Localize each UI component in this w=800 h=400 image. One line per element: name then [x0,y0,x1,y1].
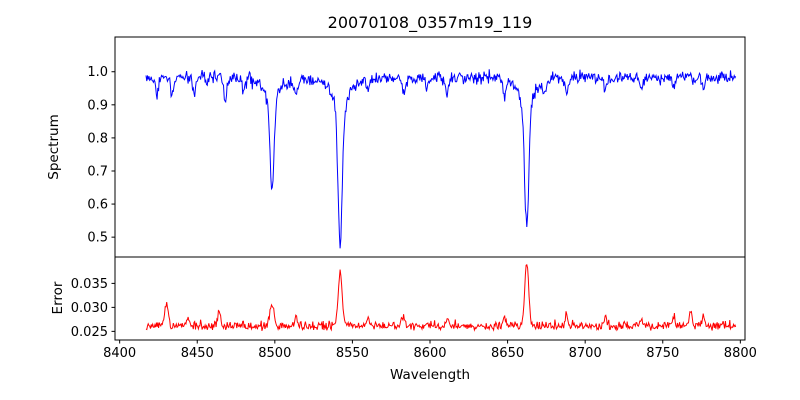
x-tick-label: 8500 [258,346,291,361]
x-tick-label: 8750 [646,346,679,361]
error-y-tick-label: 0.030 [71,301,108,316]
x-tick-label: 8450 [181,346,214,361]
spectrum-y-tick-label: 1.0 [87,65,108,80]
spectrum-y-tick-label: 0.7 [87,164,108,179]
x-tick-label: 8400 [103,346,136,361]
x-tick-label: 8600 [413,346,446,361]
error-series [145,263,737,332]
x-tick-label: 8650 [491,346,524,361]
x-axis-label: Wavelength [390,367,470,383]
error-y-label: Error [50,281,66,314]
spectrum-y-tick-label: 0.5 [87,231,108,246]
spectrum-y-ticks: 0.5 0.6 0.7 0.8 0.9 1.0 [87,65,115,246]
spectrum-y-tick-label: 0.6 [87,198,108,213]
error-y-ticks: 0.025 0.030 0.035 [71,277,115,340]
x-tick-label: 8700 [569,346,602,361]
spectrum-series [145,69,737,249]
error-y-tick-label: 0.025 [71,325,108,340]
x-tick-label: 8550 [336,346,369,361]
spectrum-y-tick-label: 0.9 [87,98,108,113]
chart-title: 20070108_0357m19_119 [328,13,533,33]
spectrum-y-label: Spectrum [46,114,62,179]
x-tick-label: 8800 [724,346,757,361]
spectrum-y-tick-label: 0.8 [87,131,108,146]
error-y-tick-label: 0.035 [71,277,108,292]
x-axis-ticks: 8400 8450 8500 8550 8600 8650 8700 8750 8800 [103,340,757,361]
